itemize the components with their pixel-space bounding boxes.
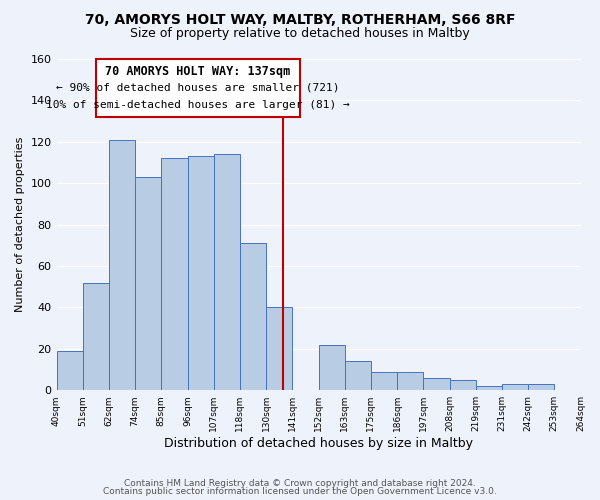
Text: Size of property relative to detached houses in Maltby: Size of property relative to detached ho… (130, 28, 470, 40)
Bar (319, 344, 345, 390)
Bar (109, 140, 135, 390)
X-axis label: Distribution of detached houses by size in Maltby: Distribution of detached houses by size … (164, 437, 473, 450)
Bar (135, 177, 161, 390)
Bar (502, 384, 528, 390)
Bar (214, 154, 240, 390)
Bar (188, 156, 214, 390)
Bar (240, 243, 266, 390)
Bar (424, 378, 449, 390)
Bar (397, 372, 424, 390)
Bar (96, 59, 300, 117)
Text: Contains HM Land Registry data © Crown copyright and database right 2024.: Contains HM Land Registry data © Crown c… (124, 478, 476, 488)
Bar (83, 282, 109, 390)
Bar (371, 372, 397, 390)
Text: Contains public sector information licensed under the Open Government Licence v3: Contains public sector information licen… (103, 487, 497, 496)
Text: 70, AMORYS HOLT WAY, MALTBY, ROTHERHAM, S66 8RF: 70, AMORYS HOLT WAY, MALTBY, ROTHERHAM, … (85, 12, 515, 26)
Bar (266, 308, 292, 390)
Bar (345, 361, 371, 390)
Text: 10% of semi-detached houses are larger (81) →: 10% of semi-detached houses are larger (… (46, 100, 350, 110)
Bar (476, 386, 502, 390)
Bar (161, 158, 188, 390)
Bar (528, 384, 554, 390)
Text: 70 AMORYS HOLT WAY: 137sqm: 70 AMORYS HOLT WAY: 137sqm (106, 65, 290, 78)
Bar (449, 380, 476, 390)
Y-axis label: Number of detached properties: Number of detached properties (15, 137, 25, 312)
Text: ← 90% of detached houses are smaller (721): ← 90% of detached houses are smaller (72… (56, 83, 340, 93)
Bar (56, 351, 83, 390)
